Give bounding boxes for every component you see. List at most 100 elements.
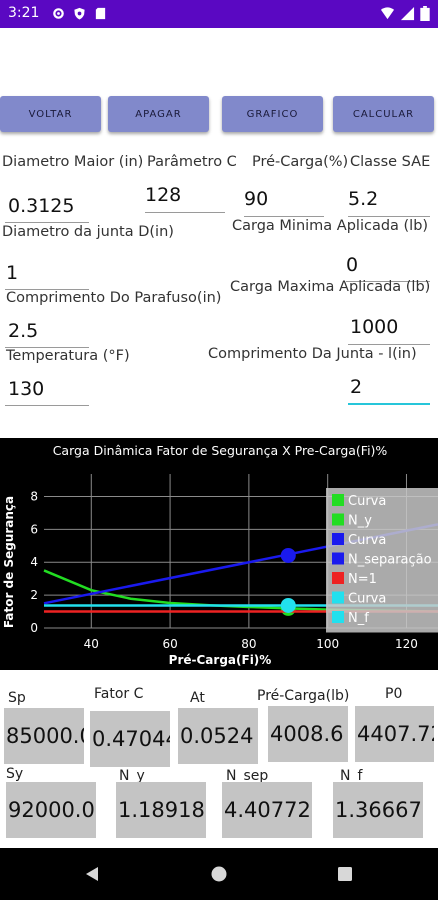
temperature-underline [5,405,89,406]
joint-length-label: Comprimento Da Junta - l(in) [208,346,417,362]
fator-c-value: 0.47044 [92,727,170,751]
bolt-length-input[interactable]: 2.5 [8,320,39,342]
joint-diameter-underline [5,289,89,290]
status-bar: 3:21 [0,0,438,28]
n-y-value: 1.189182 [118,798,206,822]
min-load-input[interactable]: 0 [346,254,359,276]
chart-legend-swatch [332,533,344,545]
chart-y-tick-label: 6 [30,522,38,536]
joint-diameter-input[interactable]: 1 [6,262,19,284]
chart-point [280,597,296,613]
chart-legend-label: Curva [348,533,386,548]
chart-x-tick-label: 120 [395,637,418,651]
p0-value-box: 4407.72 [355,706,434,762]
wifi-icon [380,7,395,20]
max-load-input[interactable]: 1000 [350,316,399,338]
n-y-value-box: 1.189182 [116,782,206,838]
chart-y-tick-label: 0 [30,621,38,635]
pre-carga-value: 4008.6 [270,722,344,746]
bolt-length-underline [5,347,89,348]
max-load-label: Carga Maxima Aplicada (lb) [230,279,431,295]
chart-legend-label: Curva [348,592,386,607]
chart-point [280,547,296,563]
max-load-underline [348,344,430,345]
chart-legend-swatch [332,611,344,623]
battery-icon [420,6,430,21]
chart-x-tick-label: 80 [241,637,256,651]
chart-x-tick-label: 40 [84,637,99,651]
chart-legend-swatch [332,591,344,604]
temperature-input[interactable]: 130 [8,378,45,400]
chart-legend-swatch [332,494,344,506]
joint-length-underline [348,403,430,405]
sae-class-input[interactable]: 5.2 [348,188,379,210]
sp-label: Sp [8,690,26,706]
chart-legend-box [326,488,438,633]
n-sep-value-box: 4.407727 [222,782,312,838]
sy-value-box: 92000.0 [6,782,96,838]
sd-card-icon [95,7,106,20]
chart-legend-label: N_separação [348,553,432,568]
settings-icon [53,8,64,19]
sae-class-label: Classe SAE [350,154,431,170]
chart-legend-label: N_y [348,514,372,529]
min-load-underline [346,281,430,282]
at-label: At [190,690,205,706]
major-diameter-input[interactable]: 0.3125 [8,195,75,217]
chart-y-tick-label: 8 [30,489,38,503]
n-f-value: 1.366676 [335,798,423,822]
chart-legend-label: N_f [348,611,369,626]
p0-label: P0 [385,686,403,702]
safety-factor-chart: Carga Dinâmica Fator de Segurança X Pre-… [0,438,438,670]
major-diameter-label: Diametro Maior (in) [2,154,144,170]
at-value-box: 0.0524 [178,708,258,764]
param-c-label: Parâmetro C [147,154,237,170]
joint-diameter-label: Diametro da junta D(in) [2,224,174,240]
preload-pct-input[interactable]: 90 [244,188,269,210]
p0-value: 4407.72 [357,722,434,746]
recents-nav-icon[interactable] [338,867,352,881]
preload-pct-underline [244,216,324,217]
sae-class-underline [348,216,430,217]
major-diameter-underline [5,222,89,223]
back-nav-icon[interactable] [84,866,100,882]
n-f-label: N_f [340,768,363,784]
chart-legend-swatch [332,572,344,584]
calculate-button[interactable]: CALCULAR [333,96,434,132]
status-time: 3:21 [8,5,40,21]
chart-legend-swatch [332,552,344,565]
home-nav-icon[interactable] [211,866,227,882]
fator-c-label: Fator C [94,686,144,702]
preload-pct-label: Pré-Carga(%) [252,154,349,170]
fator-c-value-box: 0.47044 [90,711,170,767]
navigation-bar [0,848,438,900]
chart-y-tick-label: 2 [30,588,38,602]
n-sep-label: N_sep [226,768,269,784]
chart-title: Carga Dinâmica Fator de Segurança X Pre-… [53,443,388,458]
param-c-underline [145,212,225,213]
n-y-label: N_y [119,768,145,784]
sp-value-box: 85000.0 [4,708,84,764]
chart-x-axis-label: Pré-Carga(Fi)% [169,653,272,667]
back-button[interactable]: VOLTAR [0,96,101,132]
chart-legend-label: Curva [348,494,386,509]
sy-label: Sy [6,766,24,782]
sy-value: 92000.0 [8,798,95,822]
joint-length-input[interactable]: 2 [350,376,363,398]
clear-button[interactable]: APAGAR [108,96,209,132]
n-f-value-box: 1.366676 [333,782,423,838]
chart-legend-label: N=1 [348,572,377,587]
chart-button[interactable]: GRAFICO [222,96,323,132]
chart-canvas: Carga Dinâmica Fator de Segurança X Pre-… [2,443,438,667]
min-load-label: Carga Minima Aplicada (lb) [232,218,429,234]
at-value: 0.0524 [180,724,254,748]
chart-legend-swatch [332,513,344,526]
param-c-input[interactable]: 128 [145,184,182,206]
signal-icon [400,6,415,21]
sp-value: 85000.0 [6,724,84,748]
pre-carga-label: Pré-Carga(lb) [257,688,350,704]
chart-x-tick-label: 100 [316,637,339,651]
chart-y-tick-label: 4 [30,555,38,569]
chart-y-axis-label: Fator de Segurança [2,496,16,628]
shield-icon [74,7,85,20]
